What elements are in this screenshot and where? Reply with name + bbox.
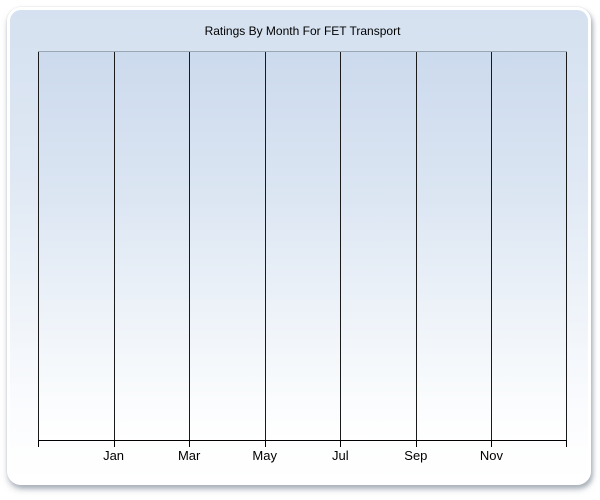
chart-card: Ratings By Month For FET Transport Jan Ma… (7, 7, 591, 485)
x-axis-tick-label: May (252, 448, 277, 463)
x-axis-tick (264, 441, 266, 447)
x-axis-tick-label: Jul (331, 448, 349, 463)
vertical-gridline (113, 52, 115, 440)
x-axis-labels: Jan Mar May Jul Sep Nov (38, 448, 567, 464)
vertical-gridline (264, 52, 266, 440)
x-axis-tick-label: Mar (177, 448, 201, 463)
vertical-gridline (415, 52, 417, 440)
plot-left-edge-line (38, 52, 39, 440)
x-axis-tick (189, 441, 191, 447)
x-axis-tick (491, 441, 493, 447)
x-axis-tick (113, 441, 115, 447)
x-axis-tick (340, 441, 342, 447)
x-axis-tick (566, 441, 567, 447)
plot-right-edge-line (566, 52, 567, 440)
x-axis-tick-label: Nov (479, 448, 503, 463)
plot-area (38, 51, 567, 441)
x-axis-tick-label: Sep (404, 448, 428, 463)
x-axis-ticks (38, 441, 567, 447)
x-axis-tick (38, 441, 39, 447)
vertical-gridline (491, 52, 493, 440)
chart-title: Ratings By Month For FET Transport (204, 24, 401, 38)
x-axis-tick (415, 441, 417, 447)
vertical-gridline (189, 52, 191, 440)
vertical-gridline (340, 52, 342, 440)
x-axis-tick-label: Jan (103, 448, 125, 463)
